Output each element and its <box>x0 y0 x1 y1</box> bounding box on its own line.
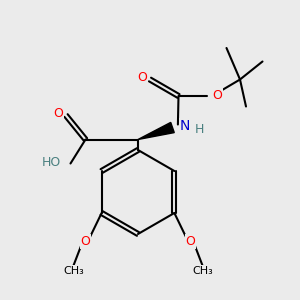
Text: O: O <box>138 70 147 84</box>
Text: O: O <box>54 106 63 120</box>
Text: CH₃: CH₃ <box>63 266 84 276</box>
Text: O: O <box>212 89 222 102</box>
Text: H: H <box>195 122 204 136</box>
Text: N: N <box>180 119 190 133</box>
Text: O: O <box>81 235 90 248</box>
Polygon shape <box>138 122 174 140</box>
Text: HO: HO <box>42 156 61 170</box>
Text: CH₃: CH₃ <box>192 266 213 276</box>
Text: O: O <box>186 235 195 248</box>
